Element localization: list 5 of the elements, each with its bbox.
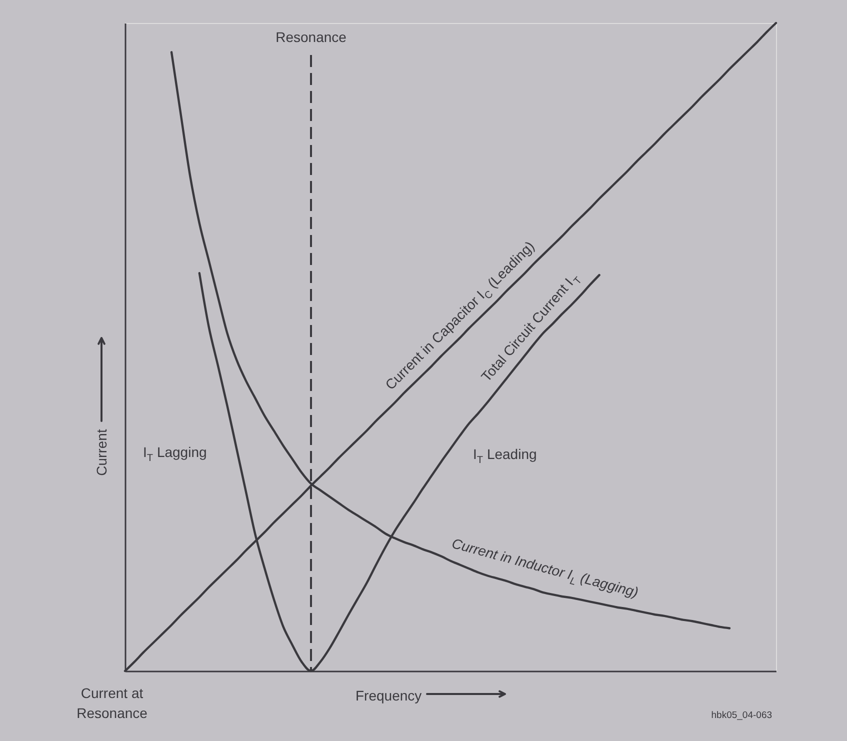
annotation: Resonance (276, 29, 347, 45)
text: Current at Resonance (76, 685, 148, 721)
y-axis-title: Current (94, 429, 110, 476)
x-axis-title: Frequency (356, 688, 422, 704)
text: hbk05_04-063 (711, 710, 772, 721)
